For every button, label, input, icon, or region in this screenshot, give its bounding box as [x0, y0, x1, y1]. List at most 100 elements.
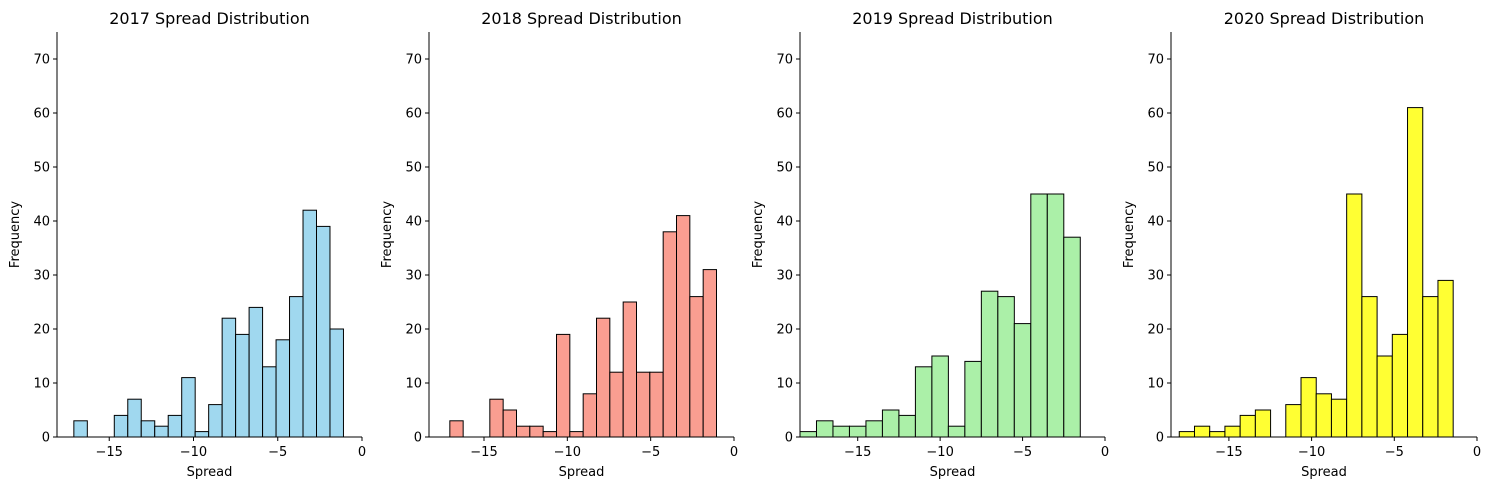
histogram-bar	[329, 328, 344, 438]
y-tick-label: 70	[405, 53, 422, 68]
histogram-bar	[702, 269, 717, 438]
chart-title: 2018 Spread Distribution	[481, 9, 682, 28]
y-tick-label: 70	[33, 53, 50, 68]
y-tick-label: 60	[1147, 107, 1164, 122]
histogram-bar	[262, 366, 277, 438]
histogram-bar	[815, 420, 834, 438]
y-tick-label: 20	[405, 323, 422, 338]
histogram-bar	[1407, 107, 1424, 438]
y-tick-label: 20	[776, 323, 793, 338]
x-tick-label: −15	[1215, 445, 1242, 460]
histogram-bar	[848, 425, 867, 438]
histogram-bar	[662, 231, 677, 438]
histogram-bar	[1330, 398, 1348, 438]
histogram-bar	[449, 420, 464, 438]
histogram-bar	[799, 431, 817, 438]
histogram-bar	[1315, 393, 1332, 438]
x-tick-label: −15	[96, 445, 123, 460]
histogram-bar	[931, 355, 949, 438]
histogram-bar	[542, 431, 557, 438]
histogram-bar	[947, 425, 966, 438]
histogram-bar	[127, 398, 142, 438]
y-tick-label: 40	[1147, 215, 1164, 230]
y-tick-label: 10	[776, 377, 793, 392]
x-tick-label: 0	[730, 445, 738, 460]
histogram-bar	[1239, 414, 1256, 438]
x-tick-label: −5	[1013, 445, 1032, 460]
x-tick-label: −10	[554, 445, 581, 460]
x-tick-label: −10	[926, 445, 953, 460]
y-tick-label: 10	[405, 377, 422, 392]
x-tick-label: 0	[358, 445, 366, 460]
histogram-bar	[964, 360, 982, 438]
histogram-bar	[73, 420, 88, 438]
y-tick-label: 10	[33, 377, 50, 392]
y-tick-label: 20	[33, 323, 50, 338]
y-tick-label: 50	[405, 161, 422, 176]
histogram-bar	[569, 431, 584, 438]
histogram-bar	[676, 215, 691, 438]
y-tick-label: 60	[405, 107, 422, 122]
chart-panel-4: 0 10 20 30 40 50 60 70 −15 −10 −5 0 2020 Spread Dist…	[1122, 9, 1481, 480]
x-tick-label: −5	[268, 445, 287, 460]
histogram-bar	[689, 296, 704, 438]
histogram-bar	[167, 414, 183, 438]
x-tick-label: −15	[844, 445, 871, 460]
histogram-bar	[235, 333, 250, 438]
y-axis-label: Frequency	[8, 201, 23, 268]
histogram-bar	[289, 296, 304, 438]
y-tick-label: 40	[776, 215, 793, 230]
x-axis-label: Spread	[187, 465, 233, 480]
y-tick-label: 0	[1156, 431, 1164, 446]
histogram-bar	[248, 306, 264, 438]
chart-panel-3: 0 10 20 30 40 50 60 70 −15 −10 −5 0 2019 Spread Dist…	[751, 9, 1109, 480]
histogram-bar	[1209, 431, 1226, 438]
histogram-bar	[316, 225, 331, 438]
y-tick-label: 70	[1147, 53, 1164, 68]
y-tick-label: 30	[33, 269, 50, 284]
histogram-bar	[1193, 425, 1211, 438]
histogram-bar	[1346, 193, 1363, 438]
histogram-bar	[154, 425, 169, 438]
chart-title: 2017 Spread Distribution	[109, 9, 310, 28]
x-tick-label: −10	[180, 445, 207, 460]
x-tick-label: −5	[1385, 445, 1404, 460]
histogram-bar	[865, 420, 883, 438]
y-tick-label: 0	[42, 431, 50, 446]
x-axis-label: Spread	[930, 465, 976, 480]
histogram-bar	[1361, 296, 1378, 438]
histogram-bar	[1285, 404, 1302, 438]
histogram-bar	[881, 409, 900, 438]
histogram-bar	[1178, 431, 1195, 438]
histogram-bar	[980, 290, 999, 438]
histogram-bar	[898, 414, 916, 438]
y-tick-label: 40	[33, 215, 50, 230]
histogram-bar	[1046, 193, 1065, 438]
histogram-bar	[636, 371, 651, 438]
histogram-bar	[997, 296, 1015, 438]
x-tick-label: −15	[470, 445, 497, 460]
y-tick-label: 50	[1147, 161, 1164, 176]
chart-panel-2: 0 10 20 30 40 50 60 70 −15 −10 −5 0 2018 Spread Dist…	[380, 9, 738, 480]
chart-panel-1: 0 10 20 30 40 50 60 70 −15 −10 −5 0 2017 Spread Dist…	[8, 9, 366, 480]
histogram-bar	[556, 333, 571, 438]
y-tick-label: 30	[776, 269, 793, 284]
histogram-bar	[832, 425, 850, 438]
y-tick-label: 0	[785, 431, 793, 446]
histogram-bar	[302, 209, 317, 438]
x-tick-label: −5	[641, 445, 660, 460]
histogram-bar	[221, 317, 237, 438]
histogram-bar	[1300, 377, 1317, 438]
chart-title: 2020 Spread Distribution	[1224, 9, 1425, 28]
y-tick-label: 60	[776, 107, 793, 122]
histogram-bar	[208, 404, 223, 438]
y-tick-label: 0	[414, 431, 422, 446]
histogram-bar	[1224, 425, 1241, 438]
histogram-bar	[1013, 323, 1032, 438]
histogram-bar	[516, 425, 531, 438]
histogram-bar	[596, 317, 611, 438]
y-tick-label: 20	[1147, 323, 1164, 338]
y-tick-label: 30	[1147, 269, 1164, 284]
y-tick-label: 30	[405, 269, 422, 284]
